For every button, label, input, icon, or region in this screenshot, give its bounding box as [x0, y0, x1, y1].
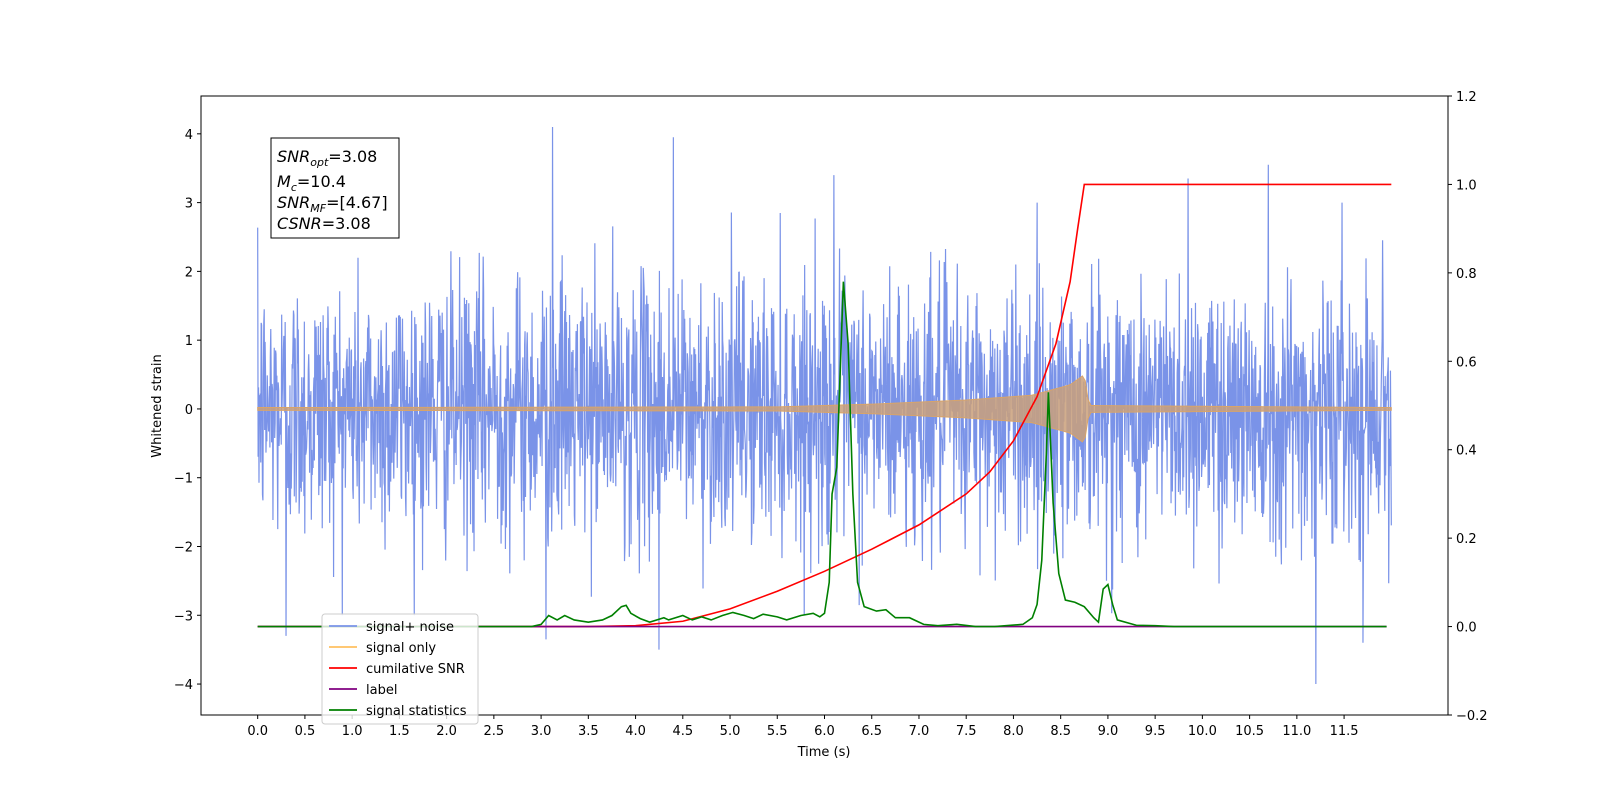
legend-frame — [321, 613, 479, 725]
x-tick-label: 10.0 — [1188, 724, 1217, 739]
x-tick-label: 5.5 — [767, 724, 788, 739]
x-tick-label: 6.0 — [814, 724, 835, 739]
y2-tick-label: 0.0 — [1456, 621, 1477, 636]
x-tick-label: 6.5 — [861, 724, 882, 739]
legend-label: label — [366, 683, 397, 698]
x-tick-label: 2.0 — [436, 724, 457, 739]
legend-label: signal statistics — [366, 704, 467, 719]
x-tick-label: 11.0 — [1282, 724, 1311, 739]
annotation-csnr: CSNR=3.08 — [277, 214, 371, 233]
y-tick-label: −3 — [174, 609, 193, 624]
annotation-snr-opt: SNRopt=3.08 — [277, 147, 377, 169]
y-tick-label: 3 — [185, 197, 193, 212]
x-tick-label: 0.5 — [295, 724, 316, 739]
x-tick-label: 1.5 — [389, 724, 410, 739]
y2-tick-label: −0.2 — [1456, 709, 1488, 724]
x-tick-label: 8.0 — [1003, 724, 1024, 739]
x-tick-label: 4.5 — [672, 724, 693, 739]
legend: signal+ noise signal only cumilative SNR la… — [321, 613, 479, 725]
y-axis-right: −0.2 0.0 0.2 0.4 0.6 0.8 1.0 1.2 — [1448, 90, 1488, 724]
x-tick-label: 3.5 — [578, 724, 599, 739]
annotation-snr-mf: SNRMF=[4.67] — [277, 193, 388, 215]
x-tick-label: 7.0 — [909, 724, 930, 739]
legend-label: signal only — [366, 641, 436, 656]
x-tick-label: 1.0 — [342, 724, 363, 739]
y2-tick-label: 0.2 — [1456, 532, 1477, 547]
x-tick-label: 4.0 — [625, 724, 646, 739]
y-axis-left: −4 −3 −2 −1 0 1 2 3 4 — [174, 128, 201, 693]
y-tick-label: 4 — [185, 128, 193, 143]
annotation-chirp-mass: Mc=10.4 — [277, 172, 346, 194]
x-axis-label: Time (s) — [797, 745, 851, 760]
y2-tick-label: 1.0 — [1456, 178, 1477, 193]
x-tick-label: 11.5 — [1330, 724, 1359, 739]
y-tick-label: −2 — [174, 540, 193, 555]
signal-statistics-line — [257, 281, 1387, 628]
y2-tick-label: 0.4 — [1456, 444, 1477, 459]
x-axis: 0.0 0.5 1.0 1.5 2.0 2.5 3.0 3.5 4.0 4.5 5.0 5.5 6.0 6… — [247, 715, 1359, 739]
annotation-frame — [270, 137, 400, 239]
legend-label: signal+ noise — [366, 620, 454, 635]
x-tick-label: 10.5 — [1235, 724, 1264, 739]
y2-tick-label: 1.2 — [1456, 90, 1477, 105]
y2-tick-label: 0.8 — [1456, 267, 1477, 282]
cumilative-snr-line — [257, 183, 1392, 628]
y-axis-label: Whitened strain — [150, 354, 165, 457]
x-tick-label: 7.5 — [956, 724, 977, 739]
x-tick-label: 9.5 — [1145, 724, 1166, 739]
x-tick-label: 9.0 — [1098, 724, 1119, 739]
y-tick-label: −4 — [174, 678, 193, 693]
x-tick-label: 8.5 — [1050, 724, 1071, 739]
y-tick-label: 0 — [185, 403, 193, 418]
x-tick-label: 2.5 — [484, 724, 505, 739]
y-tick-label: 2 — [185, 265, 193, 280]
x-tick-label: 0.0 — [247, 724, 268, 739]
annotation-box: SNRopt=3.08 Mc=10.4 SNRMF=[4.67] CSNR=3.… — [270, 137, 400, 239]
signal-only-line — [257, 375, 1392, 443]
y-tick-label: −1 — [174, 472, 193, 487]
x-tick-label: 3.0 — [531, 724, 552, 739]
x-tick-label: 5.0 — [720, 724, 741, 739]
legend-label: cumilative SNR — [366, 662, 465, 677]
y-tick-label: 1 — [185, 334, 193, 349]
y2-tick-label: 0.6 — [1456, 355, 1477, 370]
